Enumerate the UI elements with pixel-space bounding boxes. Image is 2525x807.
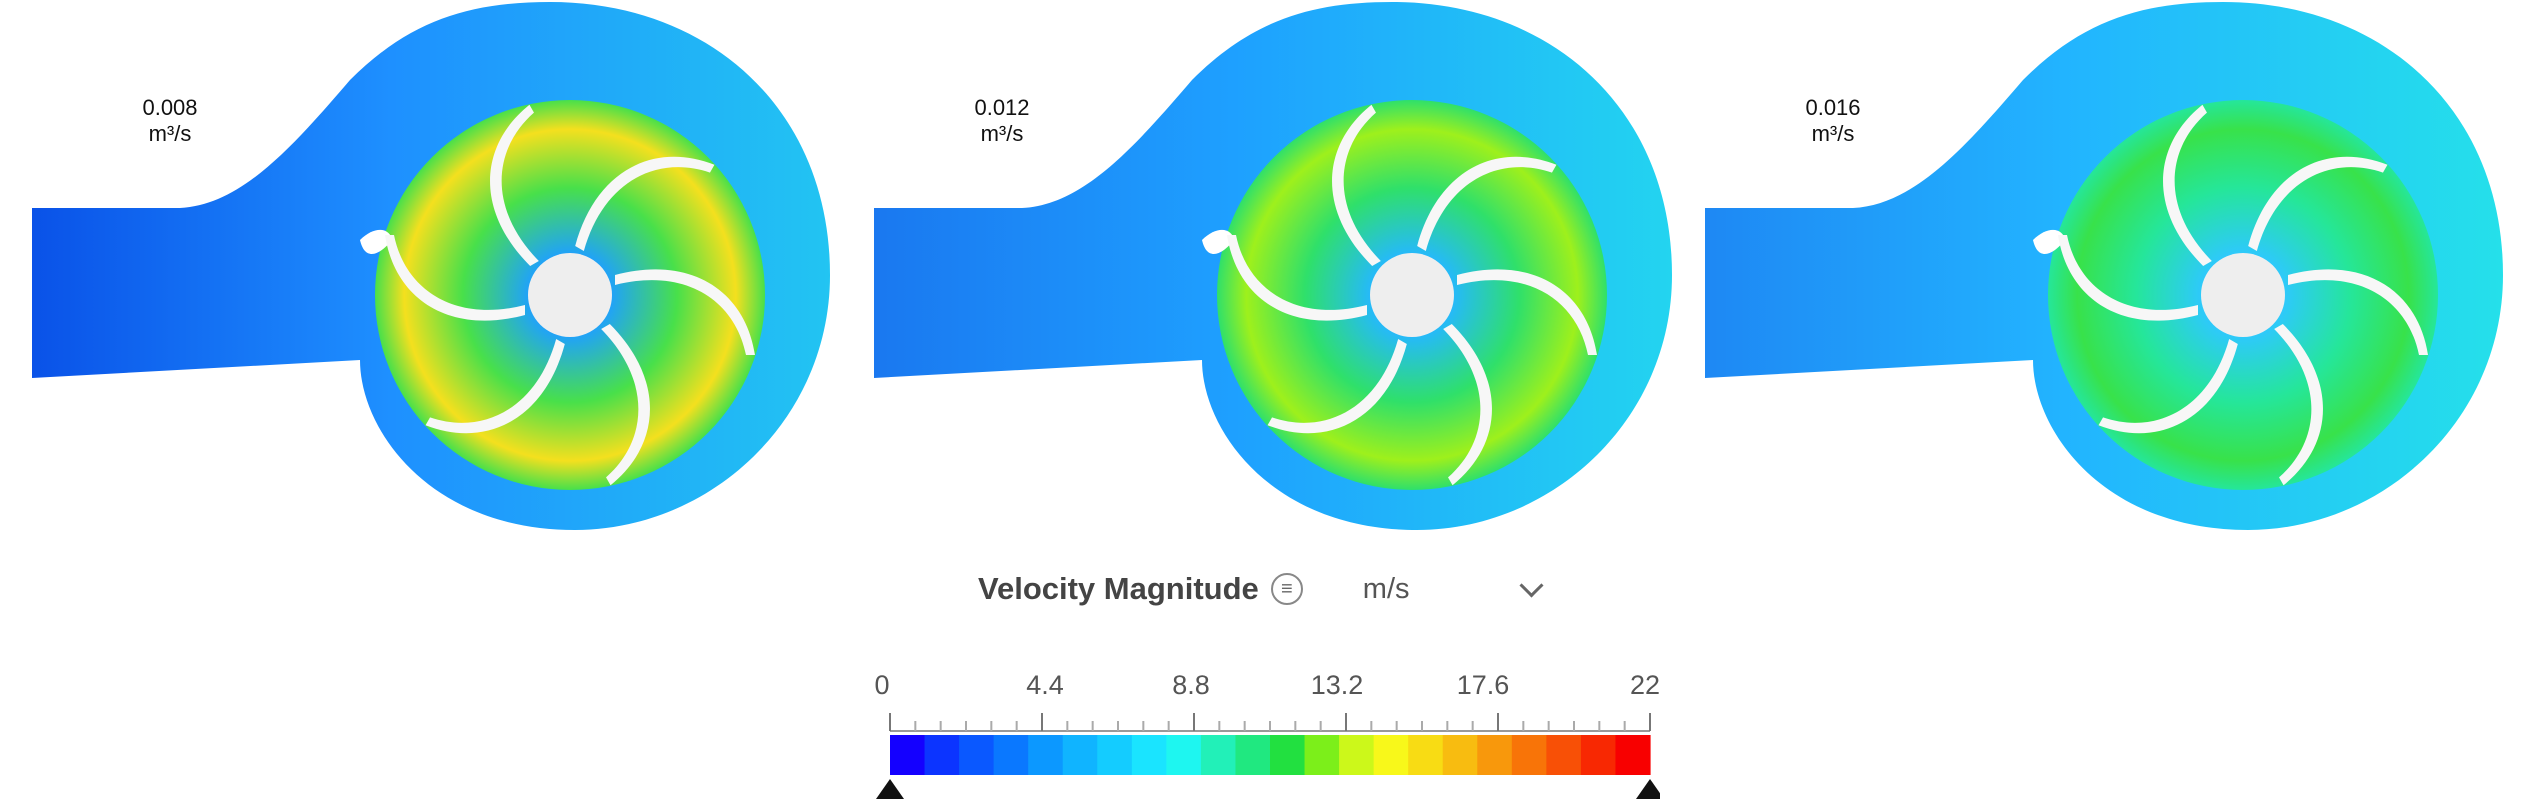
- pump-contour-1: [32, 2, 830, 530]
- pump-panel-1: 0.008 m³/s: [30, 0, 870, 545]
- colorbar-cell: [1373, 735, 1409, 775]
- impeller-blade: [1227, 235, 1367, 321]
- colorbar-cell: [959, 735, 995, 775]
- pump-contour-2: [874, 2, 1672, 530]
- impeller-blade: [1443, 323, 1492, 486]
- volute-tongue: [1202, 229, 1234, 254]
- impeller-blade: [601, 323, 650, 486]
- volute-tongue: [360, 229, 392, 254]
- legend-header: Velocity Magnitude ≡ m/s: [978, 566, 1544, 612]
- impeller-hub: [528, 253, 612, 337]
- impeller-hub: [2201, 253, 2285, 337]
- flow-unit: m³/s: [148, 121, 192, 146]
- colorbar-tick-label: 22: [1629, 670, 1661, 700]
- colorbar-cell: [1580, 735, 1617, 775]
- colorbar-cell: [1097, 735, 1133, 775]
- colorbar-tick-label: 13.2: [1310, 670, 1364, 700]
- colorbar-cell: [1615, 735, 1651, 775]
- flow-value: 0.012: [974, 95, 1030, 120]
- volute-tongue: [2033, 229, 2065, 254]
- colorbar-cell: [1235, 735, 1271, 775]
- range-min-handle[interactable]: [876, 779, 904, 799]
- flow-rate-label-3: 0.016 m³/s: [1773, 95, 1893, 147]
- colorbar-tick-label: 0: [874, 670, 890, 700]
- impeller-blade: [2288, 269, 2428, 355]
- colorbar-cell: [1166, 735, 1202, 775]
- flow-value: 0.008: [142, 95, 198, 120]
- impeller-blade: [2248, 156, 2388, 252]
- impeller-blade: [2058, 235, 2198, 321]
- range-max-handle[interactable]: [1636, 779, 1660, 799]
- colorbar-tick-label: 8.8: [1172, 670, 1210, 700]
- impeller-blade: [490, 104, 539, 267]
- flow-unit: m³/s: [980, 121, 1024, 146]
- colorbar: [876, 713, 1660, 799]
- colorbar-cell: [1339, 735, 1375, 775]
- colorbar-cell: [890, 735, 926, 775]
- colorbar-cell: [1477, 735, 1513, 775]
- legend-menu-button[interactable]: ≡: [1270, 573, 1303, 605]
- unit-dropdown[interactable]: m/s: [1362, 572, 1544, 606]
- colorbar-cell: [1511, 735, 1547, 775]
- colorbar-cell: [1131, 735, 1167, 775]
- impeller-blade: [615, 269, 755, 355]
- flow-rate-label-1: 0.008 m³/s: [110, 95, 230, 147]
- colorbar-cell: [924, 735, 960, 775]
- chevron-down-icon: [1519, 572, 1544, 598]
- colorbar-cell: [1270, 735, 1306, 775]
- pump-contour-3: [1705, 2, 2503, 530]
- impeller-blade: [1457, 269, 1597, 355]
- impeller-blade: [2163, 104, 2212, 267]
- legend-title: Velocity Magnitude: [978, 571, 1259, 606]
- colorbar-cell: [993, 735, 1029, 775]
- menu-icon: ≡: [1280, 577, 1293, 600]
- colorbar-tick-label: 17.6: [1456, 670, 1510, 700]
- colorbar-cell: [1028, 735, 1064, 775]
- impeller-blade: [1267, 338, 1407, 434]
- colorbar-tick-label: 4.4: [1026, 670, 1064, 700]
- unit-selected-value: m/s: [1362, 572, 1410, 605]
- colorbar-cell: [1442, 735, 1478, 775]
- impeller-hub: [1370, 253, 1454, 337]
- colorbar-cell: [1062, 735, 1098, 775]
- colorbar-cell: [1546, 735, 1582, 775]
- impeller-blade: [1332, 104, 1381, 267]
- flow-rate-label-2: 0.012 m³/s: [942, 95, 1062, 147]
- colorbar-cell: [1200, 735, 1237, 775]
- pump-panel-2: 0.012 m³/s: [872, 0, 1712, 545]
- flow-unit: m³/s: [1811, 121, 1855, 146]
- colorbar-cell: [1304, 735, 1340, 775]
- impeller-blade: [575, 156, 715, 252]
- impeller-blade: [385, 235, 525, 321]
- colorbar-cell: [1408, 735, 1444, 775]
- flow-value: 0.016: [1805, 95, 1861, 120]
- impeller-blade: [2274, 323, 2323, 486]
- impeller-blade: [1417, 156, 1557, 252]
- impeller-blade: [2098, 338, 2238, 434]
- pump-panel-3: 0.016 m³/s: [1703, 0, 2525, 545]
- impeller-blade: [425, 338, 565, 434]
